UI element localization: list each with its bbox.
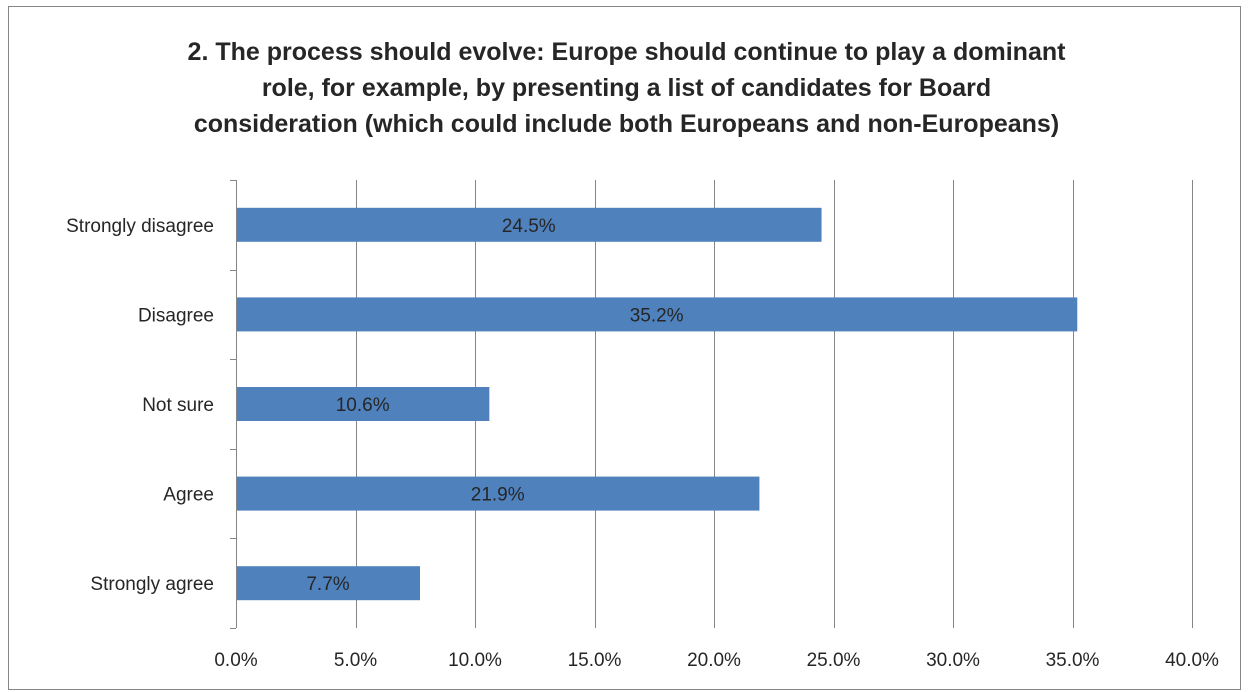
bar-2 [237,387,490,421]
x-tick-label-8: 40.0% [1165,650,1219,671]
category-label-0: Strongly disagree [66,216,214,237]
x-tick-label-1: 5.0% [334,650,377,671]
bar-0 [237,207,822,242]
x-tick-label-4: 20.0% [687,650,741,671]
x-tick-label-6: 30.0% [926,650,980,671]
category-label-2: Not sure [142,395,214,416]
chart-title: 2. The process should evolve: Europe sho… [0,34,1253,142]
x-tick-label-0: 0.0% [214,650,257,671]
data-label-1: 35.2% [630,305,684,326]
x-tick-label-2: 10.0% [448,650,502,671]
bar-1 [237,297,1078,332]
category-label-3: Agree [163,485,214,506]
data-label-4: 7.7% [306,574,349,595]
x-tick-label-5: 25.0% [807,650,861,671]
bar-3 [237,476,760,511]
chart-title-line-1: 2. The process should evolve: Europe sho… [187,38,1066,66]
x-tick-label-3: 15.0% [568,650,622,671]
data-label-2: 10.6% [336,395,390,416]
chart-title-line-2: role, for example, by presenting a list … [261,74,992,102]
x-tick-label-7: 35.0% [1046,650,1100,671]
bar-4 [237,566,421,601]
data-label-3: 21.9% [471,485,525,506]
category-label-4: Strongly agree [90,574,214,595]
chart-frame [8,6,1241,690]
category-label-1: Disagree [138,305,214,326]
chart-title-line-3: consideration (which could include both … [193,110,1060,138]
data-label-0: 24.5% [502,216,556,237]
